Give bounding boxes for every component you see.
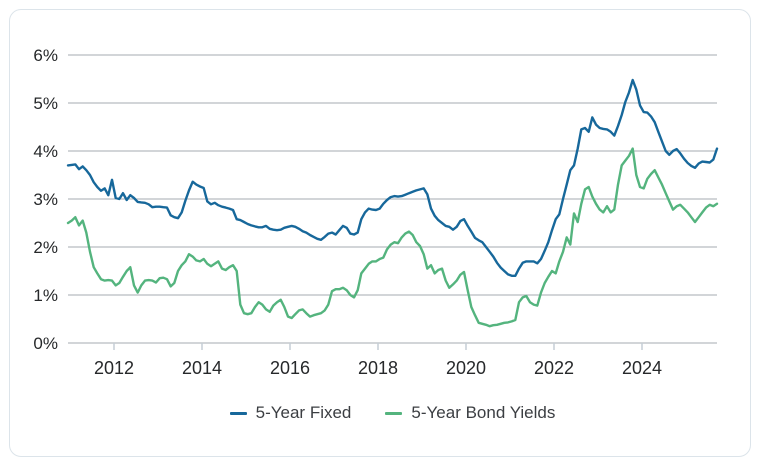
y-axis-tick-label: 2% [33, 238, 58, 257]
series-line-5-year-fixed [66, 78, 719, 277]
x-axis-tick-label: 2014 [182, 358, 222, 378]
y-axis-tick-label: 0% [33, 334, 58, 353]
x-axis-tick-label: 2020 [446, 358, 486, 378]
y-axis-tick-label: 1% [33, 286, 58, 305]
legend-swatch-5-year-bond-yields-icon [385, 411, 403, 415]
y-axis-tick-label: 5% [33, 94, 58, 113]
x-axis-tick-label: 2022 [534, 358, 574, 378]
legend-label-5-year-fixed: 5-Year Fixed [255, 403, 352, 422]
chart-card [9, 9, 751, 457]
legend-swatch-5-year-fixed-icon [229, 411, 247, 415]
legend-item-5-year-fixed: 5-Year Fixed [229, 403, 352, 423]
x-axis-tick-label: 2018 [358, 358, 398, 378]
chart-legend: 5-Year Fixed 5-Year Bond Yields [68, 402, 717, 424]
y-axis-tick-label: 4% [33, 142, 58, 161]
y-axis-tick-label: 3% [33, 190, 58, 209]
x-axis-tick-label: 2024 [622, 358, 662, 378]
x-axis-tick-label: 2012 [94, 358, 134, 378]
legend-item-5-year-bond-yields: 5-Year Bond Yields [385, 403, 555, 423]
y-axis-tick-label: 6% [33, 46, 58, 65]
series-line-5-year-bond-yields [66, 147, 719, 328]
legend-label-5-year-bond-yields: 5-Year Bond Yields [411, 403, 556, 422]
x-axis-tick-label: 2016 [270, 358, 310, 378]
